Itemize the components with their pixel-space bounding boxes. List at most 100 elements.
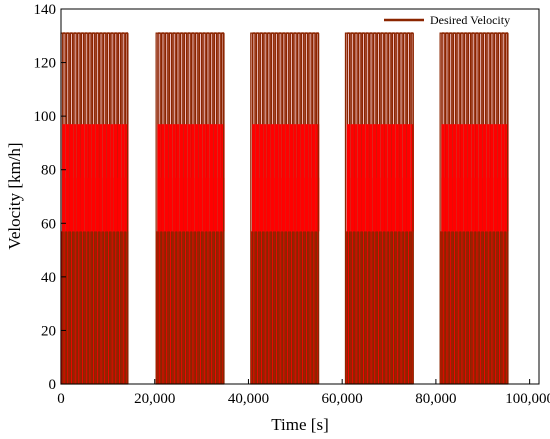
plateau-bar [452,124,457,232]
plateau-bar [202,124,206,232]
plateau-bar [168,124,173,232]
plateau-bar [172,124,176,232]
y-tick-label: 60 [41,216,56,232]
plateau-bar [80,124,85,232]
plateau-bar [99,124,103,232]
y-axis-title: Velocity [km/h] [5,142,24,249]
plateau-bar [478,124,483,232]
y-axis: 0 20 40 60 80 100 120 140 [34,2,66,393]
plateau-bar [282,124,286,232]
y-tick-label: 140 [34,2,57,18]
plateau-bar [88,124,92,232]
plateau-bar [471,124,475,232]
plateau-bar [259,124,263,232]
plateau-bar [267,124,271,232]
y-tick-label: 100 [34,109,57,125]
plateau-bar [399,124,403,232]
plateau-bar [361,124,366,232]
plateau-bar [358,124,362,232]
plateau-bar [410,124,414,232]
plateau-bar [354,124,358,232]
x-axis-title: Time [s] [271,415,328,434]
plateau-bar [501,124,505,232]
plateau-bar [490,124,494,232]
plateau-bar [445,124,449,232]
plateau-bar [252,124,256,232]
cycle-5 [439,32,509,385]
legend: Desired Velocity [384,13,510,27]
plateau-bar [187,124,191,232]
plateau-bar [406,124,411,232]
plateau-bar [209,124,214,232]
plateau-bar [373,124,377,232]
plateau-bar [293,124,297,232]
plateau-bar [263,124,267,232]
plateau-bar [176,124,180,232]
plateau-bar [384,124,388,232]
plateau-bar [270,124,275,232]
plateau-bar [191,124,195,232]
plateau-bar [475,124,479,232]
plateau-bar [110,124,114,232]
x-tick-label: 20,000 [134,391,175,407]
cycle-4 [344,32,414,385]
plateau-bar [391,124,396,232]
plateau-bar [65,124,70,232]
plateau-bar [106,124,110,232]
y-tick-label: 120 [34,56,57,72]
plateau-bar [300,124,305,232]
plateau-bar [84,124,88,232]
plateau-bar [493,124,498,232]
cycle-1 [60,32,129,385]
y-tick-label: 40 [41,270,56,286]
plateau-bar [91,124,96,232]
plateau-bar [365,124,369,232]
y-tick-label: 80 [41,163,56,179]
cycle-3 [250,32,320,385]
plateau-bar [304,124,308,232]
plateau-bar [486,124,490,232]
plateau-bar [395,124,399,232]
x-tick-label: 60,000 [322,391,363,407]
plateau-bar [289,124,293,232]
plateau-bar [213,124,218,232]
plateau-bar [77,124,81,232]
plateau-bar [460,124,464,232]
plateau-bar [463,124,468,232]
plateau-bar [161,124,165,232]
plateau-bar [285,124,290,232]
plateau-bar [369,124,373,232]
plateau-bar [114,124,118,232]
plateau-bar [194,124,199,232]
plateau-bar [312,124,316,232]
plateau-bar [198,124,203,232]
plateau-bar [482,124,487,232]
y-tick-label: 20 [41,323,56,339]
plateau-bar [380,124,384,232]
x-tick-label: 80,000 [415,391,456,407]
plateau-bar [441,124,445,232]
plateau-bar [308,124,312,232]
plateau-bar [221,124,225,232]
plateau-bar [505,124,509,232]
plateau-bar [179,124,184,232]
plateau-bar [346,124,351,232]
plateau-bar [117,124,122,232]
plot-frame [60,8,540,385]
plateau-bar [448,124,453,232]
x-tick-label: 100,000 [505,391,550,407]
data-layer [60,32,509,385]
plateau-bar [125,124,129,232]
plateau-bar [278,124,282,232]
legend-label: Desired Velocity [430,13,510,27]
plateau-bar [388,124,392,232]
plateau-bar [206,124,210,232]
x-tick-label: 40,000 [228,391,269,407]
cycle-2 [155,32,225,385]
plateau-bar [456,124,460,232]
plateau-bar [102,124,107,232]
y-tick-label: 0 [49,377,57,393]
plateau-bar [467,124,472,232]
plateau-bar [73,124,77,232]
plateau-bar [62,124,66,232]
